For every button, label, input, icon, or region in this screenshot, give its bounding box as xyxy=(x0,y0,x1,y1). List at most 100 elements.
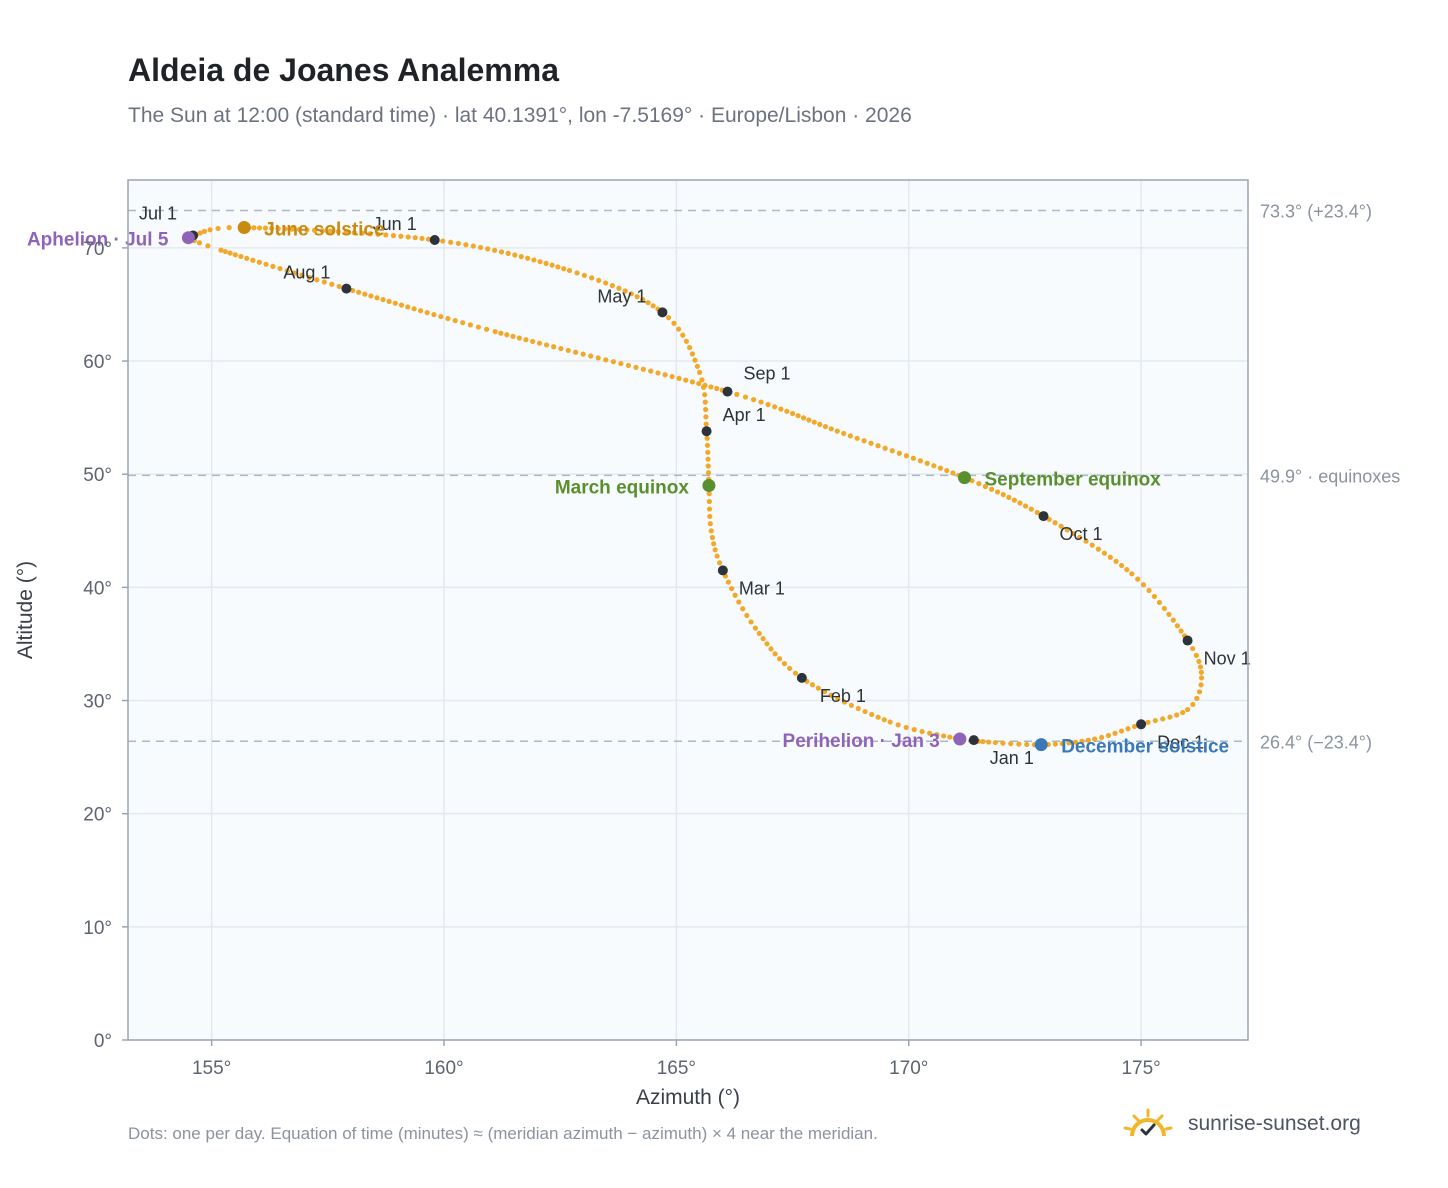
daily-dot xyxy=(821,689,828,695)
daily-dot xyxy=(1156,599,1163,606)
daily-dot xyxy=(806,417,812,423)
daily-dot xyxy=(903,724,909,731)
month-marker-label: Apr 1 xyxy=(723,405,766,425)
daily-dot xyxy=(327,228,333,234)
month-marker-label: May 1 xyxy=(597,286,646,306)
daily-dot xyxy=(470,243,476,249)
y-tick-label: 30° xyxy=(83,692,112,713)
daily-dot xyxy=(683,377,689,383)
daily-dot xyxy=(492,329,498,335)
event-marker xyxy=(181,231,195,245)
event-marker xyxy=(958,471,972,485)
daily-dot xyxy=(1077,534,1083,540)
plot-frame xyxy=(127,179,1249,1041)
daily-dot xyxy=(1006,494,1012,500)
daily-dot xyxy=(699,377,705,383)
daily-dot xyxy=(924,460,930,466)
daily-dot xyxy=(419,235,425,242)
month-marker-label: Oct 1 xyxy=(1060,524,1103,544)
daily-dot xyxy=(561,266,567,272)
daily-dot xyxy=(709,534,715,541)
daily-dot xyxy=(1107,554,1113,560)
daily-dot xyxy=(861,438,867,444)
daily-dot xyxy=(1092,736,1098,742)
daily-dot xyxy=(1166,611,1172,617)
daily-dot xyxy=(356,289,362,295)
daily-dot xyxy=(201,228,208,234)
daily-dot xyxy=(448,239,454,245)
daily-dot xyxy=(750,397,757,403)
daily-dot xyxy=(768,646,774,652)
daily-dot xyxy=(1184,706,1191,713)
daily-dot xyxy=(291,270,298,276)
daily-dot xyxy=(296,226,303,233)
daily-dot xyxy=(543,342,550,348)
event-marker xyxy=(1034,738,1048,752)
month-marker xyxy=(1136,719,1147,730)
daily-dot xyxy=(505,250,511,257)
daily-dot xyxy=(854,435,860,441)
daily-dot xyxy=(1196,658,1202,665)
daily-dot xyxy=(633,364,639,370)
daily-dot xyxy=(1028,506,1034,512)
daily-dot xyxy=(374,295,380,301)
daily-dot xyxy=(336,283,342,290)
daily-dot xyxy=(335,228,341,235)
daily-dot xyxy=(603,280,609,286)
daily-dot xyxy=(226,225,232,231)
daily-dot xyxy=(321,279,327,285)
daily-dot xyxy=(903,453,910,459)
daily-dot xyxy=(778,406,784,412)
month-marker-label: Mar 1 xyxy=(739,578,785,598)
daily-dot xyxy=(648,368,654,374)
daily-dot xyxy=(697,369,703,375)
daily-dot xyxy=(841,699,848,705)
daily-dot xyxy=(1085,737,1091,743)
daily-dot xyxy=(789,410,796,417)
daily-dot xyxy=(815,685,821,691)
brand-name[interactable]: sunrise-sunset.org xyxy=(1188,1112,1361,1135)
daily-dot xyxy=(1058,523,1064,529)
daily-dot xyxy=(610,359,616,365)
daily-dot xyxy=(765,401,771,408)
reference-line-label: 49.9° · equinoxes xyxy=(1260,466,1400,486)
daily-dot xyxy=(841,430,847,437)
daily-dot xyxy=(304,227,310,233)
daily-dot xyxy=(1016,741,1022,747)
daily-dot xyxy=(895,722,901,728)
month-marker-label: Sep 1 xyxy=(744,364,791,384)
daily-dot xyxy=(689,379,695,385)
daily-dot xyxy=(828,692,834,698)
daily-dot xyxy=(875,443,881,449)
daily-dot xyxy=(244,255,250,261)
daily-dot xyxy=(412,235,418,241)
daily-dot xyxy=(744,612,750,619)
daily-dot xyxy=(1079,738,1085,744)
daily-dot xyxy=(702,399,708,405)
daily-dot xyxy=(704,435,710,441)
reference-line-label: 26.4° (−23.4°) xyxy=(1260,732,1372,752)
daily-dot xyxy=(566,267,573,274)
daily-dot xyxy=(1064,527,1070,533)
daily-dot xyxy=(603,357,609,363)
daily-dot xyxy=(504,332,510,338)
daily-dot xyxy=(398,302,405,308)
daily-dot xyxy=(405,234,411,240)
daily-dot xyxy=(196,240,203,246)
daily-dot xyxy=(1151,593,1157,600)
daily-dot xyxy=(736,599,742,605)
daily-dot xyxy=(944,467,950,474)
brand-logo[interactable]: sunrise-sunset.org xyxy=(1120,1104,1361,1144)
daily-dot xyxy=(702,392,708,398)
daily-dot xyxy=(380,296,386,303)
daily-dot xyxy=(822,423,828,430)
daily-dot xyxy=(580,351,586,357)
daily-dot xyxy=(729,585,735,592)
daily-dot xyxy=(438,313,444,320)
daily-dot xyxy=(1198,682,1204,688)
daily-dot xyxy=(634,294,640,300)
daily-dot xyxy=(289,226,295,232)
daily-dot xyxy=(1000,492,1006,498)
event-label: September equinox xyxy=(985,470,1162,491)
daily-dot xyxy=(1145,719,1151,725)
